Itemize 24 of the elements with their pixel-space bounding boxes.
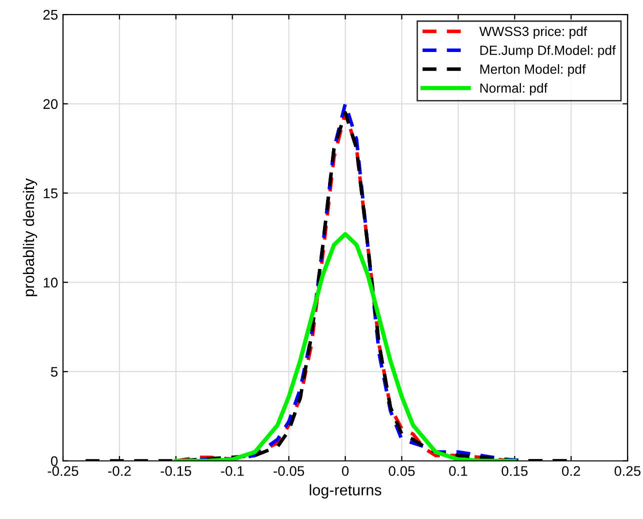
x-tick-label: 0 <box>342 466 349 476</box>
legend-label: Merton Model: pdf <box>480 64 586 76</box>
x-tick-label: 0.15 <box>502 466 528 476</box>
x-tick-label: -0.05 <box>274 466 304 476</box>
x-tick-label: -0.25 <box>48 466 78 476</box>
x-tick-label: -0.1 <box>221 466 244 476</box>
legend-label: Normal: pdf <box>480 83 548 96</box>
legend-label: DE.Jump Df.Model: pdf <box>480 45 616 58</box>
x-tick-label: -0.15 <box>160 466 192 476</box>
y-tick-label: 0 <box>50 456 58 466</box>
x-axis-title: log-returns <box>310 484 382 498</box>
y-tick-label: 15 <box>44 188 58 198</box>
y-tick-label: 5 <box>50 367 58 377</box>
y-tick-label: 25 <box>43 10 58 20</box>
x-tick-label: 0.05 <box>388 466 415 476</box>
x-tick-label: 0.25 <box>614 466 641 476</box>
y-axis-title: probablity density <box>22 178 38 296</box>
y-tick-label: 10 <box>44 278 58 288</box>
legend-label: WWSS3 price: pdf <box>479 26 588 39</box>
x-tick-label: 0.2 <box>562 466 580 476</box>
x-tick-label: -0.2 <box>108 466 131 476</box>
y-tick-label: 20 <box>43 99 58 109</box>
x-tick-label: 0.1 <box>449 466 468 476</box>
line-series <box>174 232 517 461</box>
